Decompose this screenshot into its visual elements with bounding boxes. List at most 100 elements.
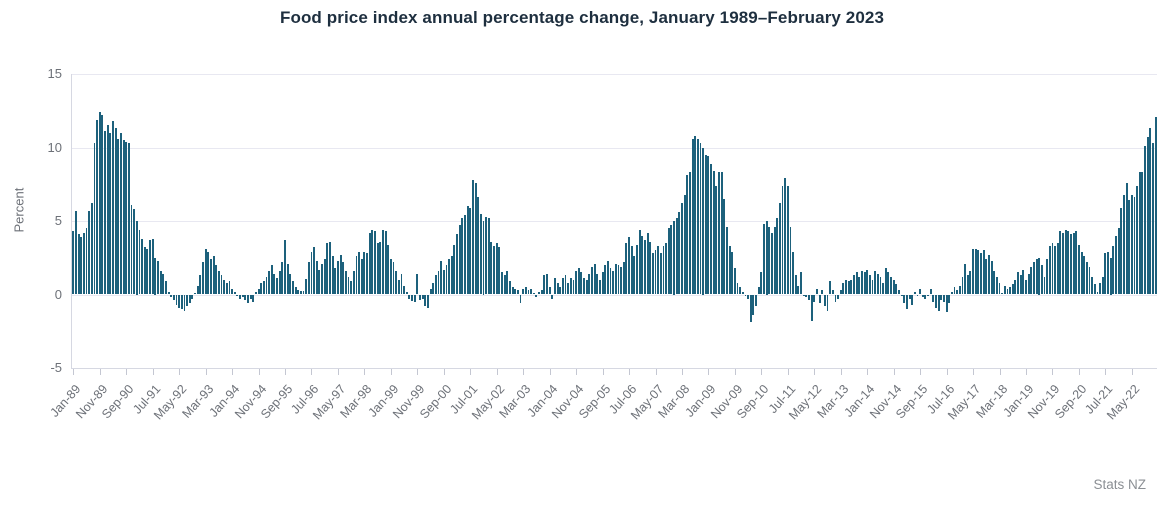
bar xyxy=(149,240,151,295)
bar xyxy=(1099,282,1102,295)
bar xyxy=(487,218,490,295)
bar xyxy=(310,251,313,295)
bar xyxy=(858,276,861,295)
bar xyxy=(905,294,908,310)
bar xyxy=(591,266,593,295)
bar xyxy=(953,287,956,295)
bar xyxy=(699,143,702,295)
bar xyxy=(696,138,699,295)
bar xyxy=(186,294,189,307)
bar xyxy=(839,290,842,295)
bar xyxy=(167,291,170,295)
bar xyxy=(268,270,271,295)
bar xyxy=(1112,245,1115,295)
bar xyxy=(426,294,429,308)
bar xyxy=(450,256,453,295)
x-tick xyxy=(602,369,604,375)
bar xyxy=(654,250,657,295)
bar xyxy=(421,294,424,299)
x-tick xyxy=(443,369,445,375)
bar xyxy=(845,279,847,295)
bar xyxy=(990,260,993,295)
bar xyxy=(363,251,366,295)
bar xyxy=(297,290,300,295)
bar xyxy=(720,172,723,295)
bar xyxy=(72,231,75,295)
bar xyxy=(731,251,734,295)
bar xyxy=(1011,284,1014,295)
bar xyxy=(884,268,887,295)
bar xyxy=(1109,257,1112,295)
bar xyxy=(733,268,736,295)
bar xyxy=(554,278,556,295)
bar xyxy=(1107,251,1109,295)
bar xyxy=(694,135,697,295)
x-tick xyxy=(179,369,181,375)
bar xyxy=(321,263,324,295)
bar xyxy=(1133,197,1136,295)
bar xyxy=(1096,291,1099,295)
bar xyxy=(448,259,451,295)
bar xyxy=(437,270,440,295)
bar xyxy=(498,247,501,295)
bar xyxy=(715,185,718,295)
x-tick xyxy=(337,369,339,375)
bar xyxy=(710,163,713,295)
bar xyxy=(802,294,805,296)
bar xyxy=(80,237,83,295)
x-tick xyxy=(285,369,287,375)
bar xyxy=(154,257,157,295)
bar xyxy=(776,218,779,295)
bar xyxy=(490,241,493,295)
bar xyxy=(850,279,853,295)
bar xyxy=(1122,194,1125,295)
bar xyxy=(937,294,940,311)
bar xyxy=(580,272,583,295)
bar xyxy=(678,212,681,295)
x-tick xyxy=(893,369,895,375)
x-tick xyxy=(734,369,736,375)
x-tick xyxy=(232,369,234,375)
bar xyxy=(524,287,527,295)
bar xyxy=(254,291,257,295)
bar xyxy=(104,131,107,295)
x-tick xyxy=(576,369,578,375)
bar xyxy=(471,179,474,295)
bar xyxy=(1059,231,1062,295)
bar xyxy=(718,172,720,295)
bar xyxy=(726,226,728,295)
bar xyxy=(958,285,961,295)
bar xyxy=(985,259,988,295)
bar xyxy=(630,245,633,295)
bar xyxy=(122,140,125,295)
x-tick xyxy=(549,369,551,375)
bar xyxy=(199,275,202,295)
bar xyxy=(1138,172,1141,295)
bar xyxy=(747,294,750,299)
x-tick xyxy=(390,369,392,375)
bar xyxy=(408,294,411,299)
bar xyxy=(397,279,400,295)
bar xyxy=(638,229,641,295)
bar xyxy=(127,143,130,295)
bar xyxy=(1085,262,1088,295)
bar xyxy=(196,285,199,295)
bar xyxy=(273,273,276,295)
bar xyxy=(329,241,331,295)
bar xyxy=(535,294,538,297)
bar xyxy=(511,287,514,295)
bar xyxy=(101,115,104,295)
bar xyxy=(440,260,443,295)
x-tick xyxy=(1078,369,1080,375)
bar xyxy=(1064,229,1067,295)
x-tick xyxy=(470,369,472,375)
bar xyxy=(1154,116,1157,295)
bar xyxy=(1072,232,1075,295)
bar xyxy=(77,234,80,295)
bar xyxy=(657,245,660,295)
bar xyxy=(1146,137,1149,295)
bar xyxy=(416,273,419,295)
bar xyxy=(445,265,448,295)
bar xyxy=(337,260,339,295)
bar xyxy=(821,290,824,295)
